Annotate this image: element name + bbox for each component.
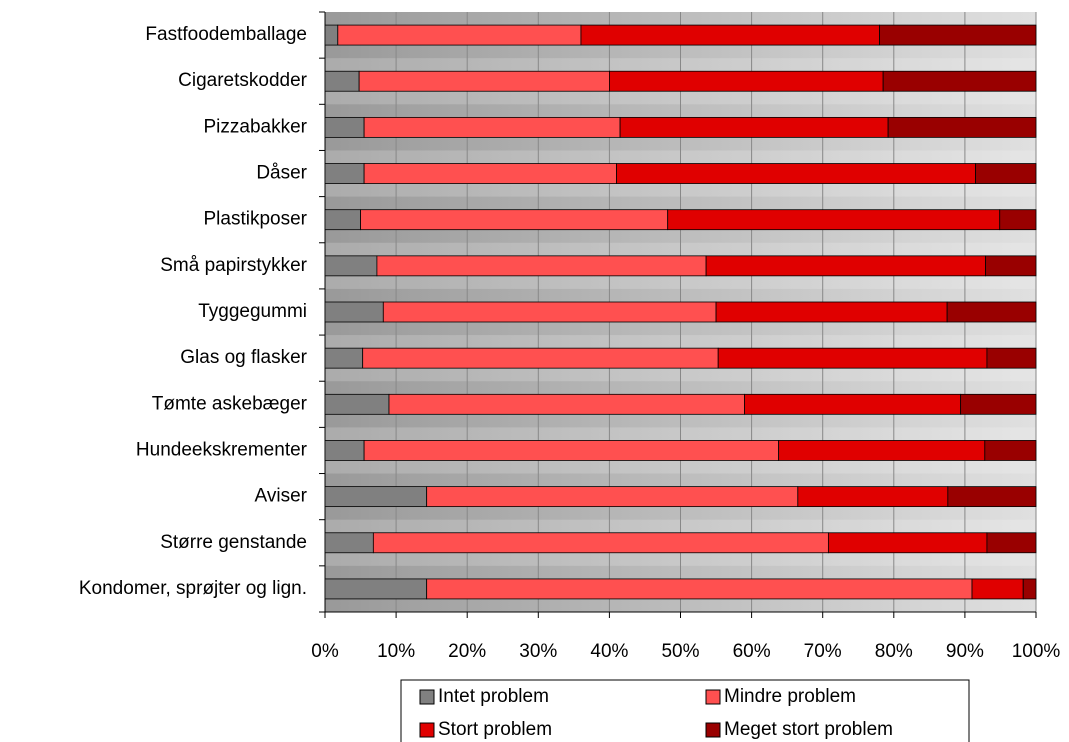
y-tick-label: Glas og flasker [180,347,307,368]
bar-segment [986,532,1037,554]
bar-segment [324,209,361,231]
bar-segment [324,486,428,508]
bar-segment [827,532,988,554]
bar-segment [324,24,339,46]
bar-segment [797,486,949,508]
bar-segment [324,347,364,369]
bar-segment [324,532,374,554]
bar-segment [324,116,365,138]
bar-segment [426,578,973,600]
bar-segment [1022,578,1037,600]
y-tick-label: Fastfoodemballage [145,24,307,45]
bar-segment [947,486,1037,508]
bar-segment [986,347,1037,369]
x-tick-label: 90% [946,641,984,662]
y-tick-label: Små papirstykker [160,255,307,276]
bar-segment [363,163,617,184]
bar-segment [426,486,799,508]
bar-segment [324,301,384,323]
legend-swatch [419,689,435,705]
bar-segment [363,116,621,138]
y-tick-label: Tømte askebæger [152,393,308,414]
x-tick-label: 10% [377,641,415,662]
y-tick-label: Plastikposer [204,209,308,230]
y-tick-label: Aviser [255,486,308,507]
bar-segment [744,393,962,415]
bar-segment [778,440,986,461]
bar-segment [960,393,1037,415]
bar-segment [363,440,780,461]
bar-segment [580,24,880,46]
x-tick-label: 70% [804,641,842,662]
x-tick-label: 50% [661,641,699,662]
bar-segment [715,301,948,323]
bar-segment [999,209,1037,231]
bar-segment [619,116,889,138]
y-tick-label: Tyggegummi [198,301,307,322]
bar-segment [667,209,1001,231]
bar-segment [388,393,745,415]
bar-segment [337,24,582,46]
x-tick-label: 20% [448,641,486,662]
y-tick-label: Kondomer, sprøjter og lign. [79,578,307,599]
bar-segment [882,70,1037,92]
bar-segment [324,163,365,184]
legend-label: Stort problem [438,719,552,740]
bar-segment [975,163,1037,184]
bar-segment [946,301,1037,323]
legend-swatch [705,689,721,705]
legend-label: Mindre problem [724,686,856,707]
bar-segment [324,440,365,461]
legend-box [400,679,970,742]
y-tick-label: Pizzabakker [204,116,308,137]
x-tick-label: 0% [311,641,339,662]
bar-segment [879,24,1037,46]
bar-segment [984,440,1037,461]
bar-segment [705,255,986,277]
y-tick-label: Større genstande [160,532,307,553]
bar-segment [376,255,707,277]
bar-segment [887,116,1037,138]
bar-segment [717,347,988,369]
bar-segment [609,70,884,92]
bar-segment [324,70,360,92]
bar-segment [372,532,829,554]
legend-swatch [705,722,721,738]
legend-label: Meget stort problem [724,719,893,740]
legend-label: Intet problem [438,686,549,707]
x-tick-label: 60% [733,641,771,662]
y-tick-label: Dåser [256,163,307,184]
y-tick-label: Hundeekskrementer [136,439,308,460]
x-tick-label: 80% [875,641,913,662]
bar-segment [362,347,719,369]
bar-segment [324,393,390,415]
bar-segment [985,255,1037,277]
x-tick-label: 30% [519,641,557,662]
bar-segment [971,578,1024,600]
x-tick-label: 100% [1012,641,1061,662]
bar-segment [382,301,717,323]
y-tick-label: Cigaretskodder [178,70,308,91]
bar-segment [360,209,669,231]
bar-segment [358,70,610,92]
bar-segment [324,255,378,277]
bar-segment [616,163,976,184]
bar-segment [324,578,428,600]
legend-swatch [419,722,435,738]
x-tick-label: 40% [590,641,628,662]
